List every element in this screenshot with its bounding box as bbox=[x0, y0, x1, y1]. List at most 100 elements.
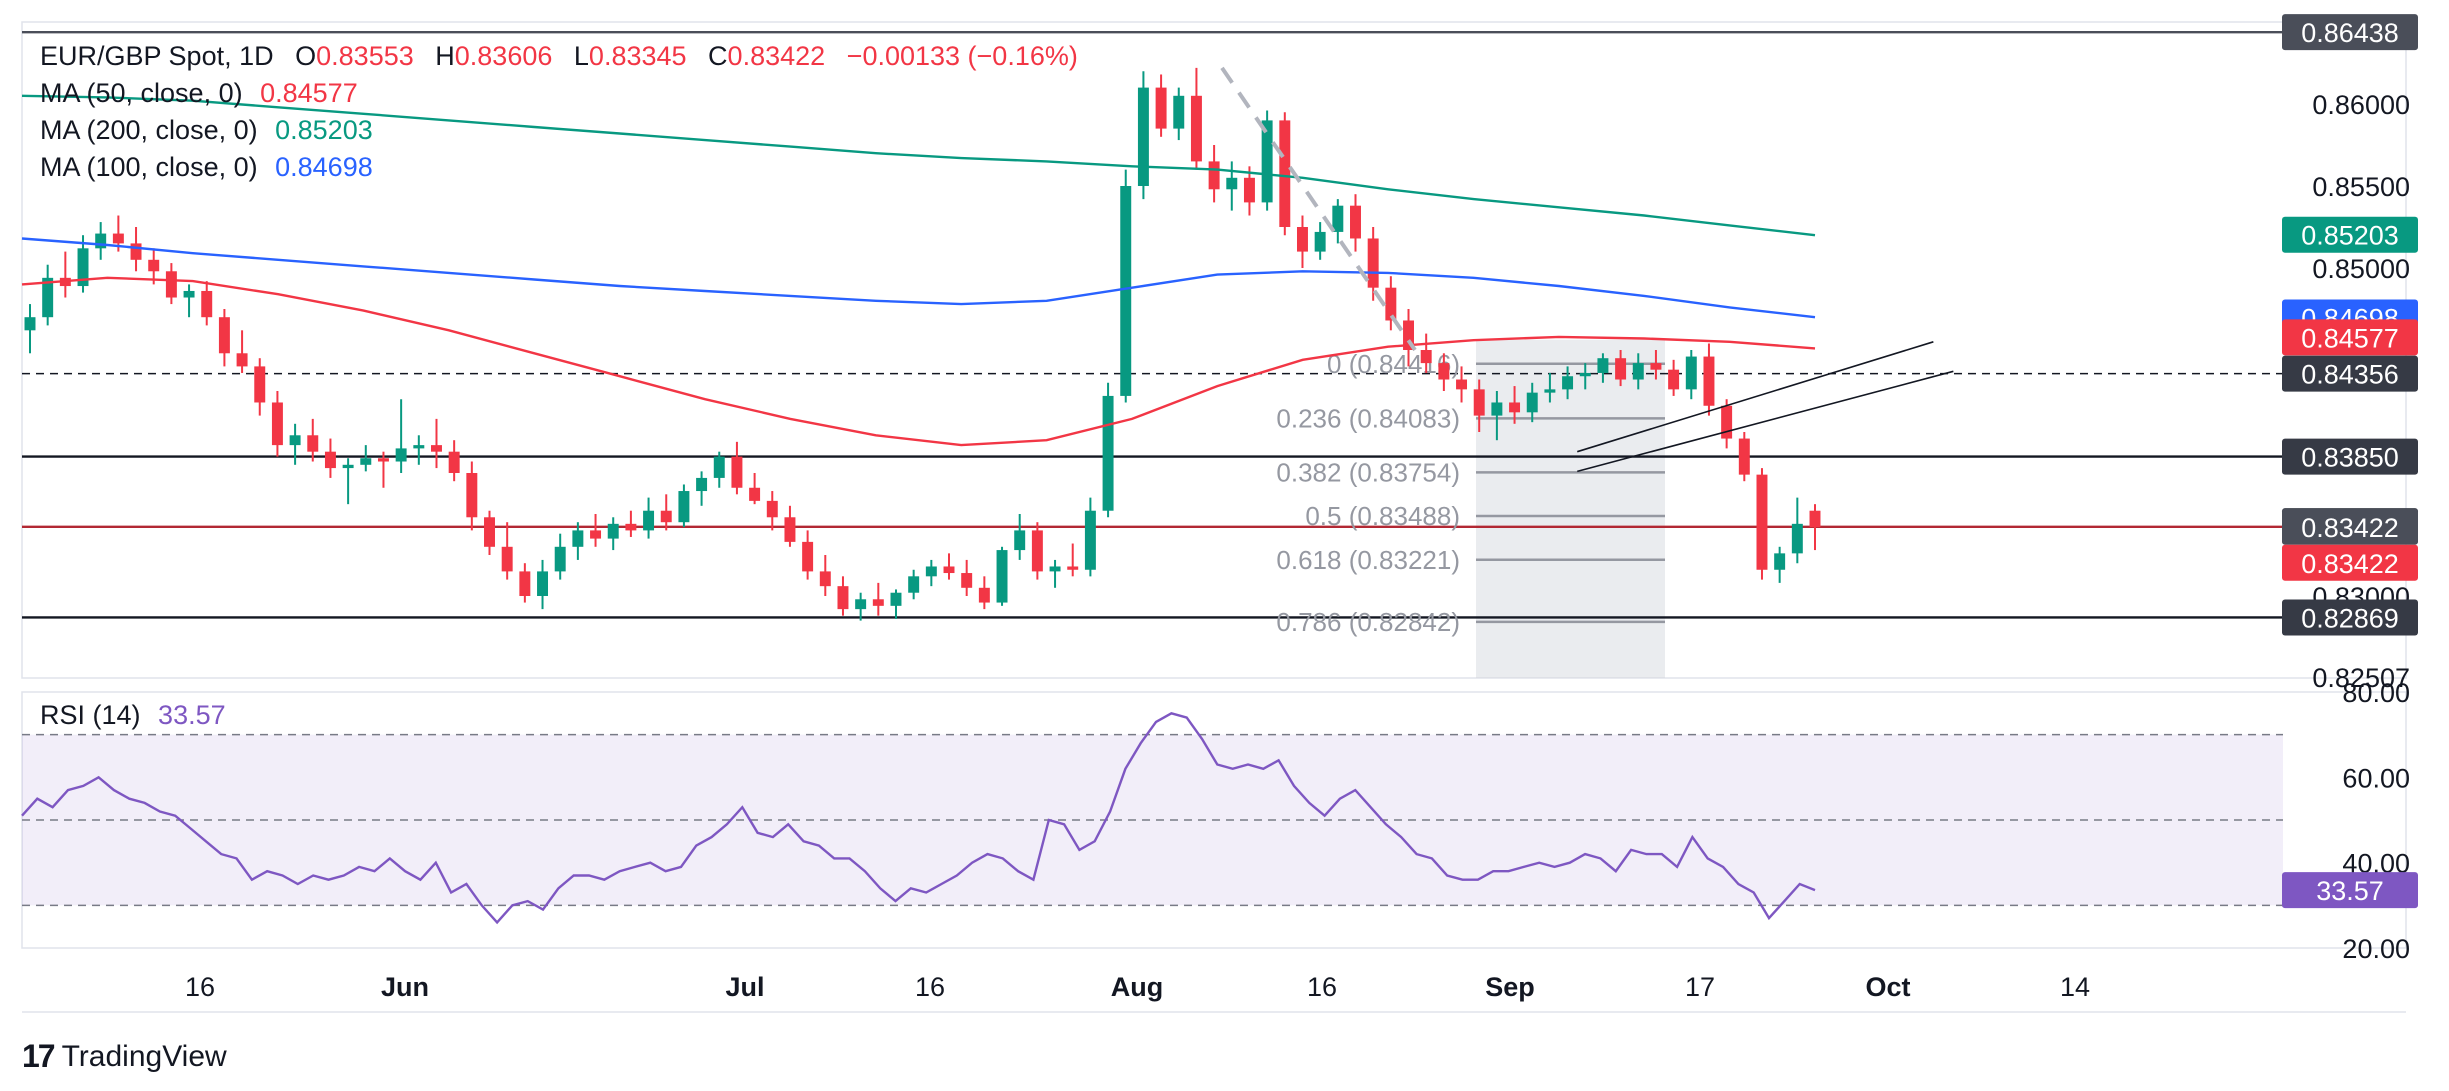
candle bbox=[130, 227, 142, 272]
candle bbox=[1632, 353, 1644, 390]
candle-body bbox=[1668, 369, 1680, 390]
price-badge-label: 0.86438 bbox=[2301, 18, 2399, 48]
ma100-label: MA (100, close, 0) bbox=[40, 152, 258, 182]
candle bbox=[1014, 514, 1026, 560]
candle bbox=[448, 440, 460, 482]
rsi-badge-bg bbox=[2282, 872, 2418, 909]
candle-body bbox=[537, 571, 549, 596]
candle bbox=[1367, 227, 1379, 301]
price-tick-label: 0.86000 bbox=[2312, 90, 2410, 120]
candle bbox=[1155, 74, 1167, 137]
price-badge-bg bbox=[2282, 14, 2418, 51]
candle bbox=[1314, 222, 1326, 260]
candle bbox=[165, 263, 177, 305]
candle bbox=[872, 582, 884, 616]
price-badge-label: 0.85203 bbox=[2301, 221, 2399, 251]
candle-body bbox=[961, 573, 973, 588]
open-value: 0.83553 bbox=[316, 41, 414, 71]
rsi-legend[interactable]: RSI (14) 33.57 bbox=[40, 697, 226, 734]
candle-body bbox=[872, 599, 884, 606]
candle bbox=[1456, 366, 1468, 403]
candle bbox=[1579, 363, 1591, 390]
candle bbox=[607, 517, 619, 551]
candle bbox=[1703, 343, 1715, 416]
candle-body bbox=[307, 435, 319, 452]
candle bbox=[731, 441, 743, 495]
ohlc-legend: EUR/GBP Spot, 1D O0.83553 H0.83606 L0.83… bbox=[40, 38, 1078, 75]
candle bbox=[961, 559, 973, 596]
candle bbox=[1473, 379, 1485, 432]
candle bbox=[1526, 382, 1538, 423]
tradingview-brand[interactable]: 17 TradingView bbox=[22, 1038, 227, 1075]
candle-body bbox=[572, 530, 584, 547]
candle bbox=[466, 461, 478, 531]
candle-body bbox=[112, 233, 124, 244]
high-value: 0.83606 bbox=[454, 41, 553, 71]
candle-body bbox=[1632, 363, 1644, 380]
candle-body bbox=[24, 317, 36, 331]
candle-body bbox=[678, 491, 690, 523]
candle-body bbox=[766, 500, 778, 518]
price-badge-bg bbox=[2282, 216, 2418, 253]
candle bbox=[77, 235, 89, 293]
ma100-legend[interactable]: MA (100, close, 0) 0.84698 bbox=[40, 149, 373, 186]
candle bbox=[42, 264, 54, 326]
price-badge-label: 0.83422 bbox=[2301, 513, 2399, 543]
time-tick-label: Oct bbox=[1865, 972, 1910, 1002]
candle bbox=[431, 418, 442, 469]
candle bbox=[1226, 161, 1238, 211]
candle-body bbox=[1456, 379, 1468, 390]
candle bbox=[784, 505, 796, 547]
candle-body bbox=[1332, 205, 1344, 232]
candle bbox=[925, 559, 937, 587]
candle-body bbox=[1420, 350, 1432, 364]
candle bbox=[1403, 309, 1414, 367]
candle bbox=[855, 592, 867, 621]
candle-body bbox=[625, 523, 637, 531]
ma50-legend[interactable]: MA (50, close, 0) 0.84577 bbox=[40, 75, 358, 112]
fib-label-3: 0.5 (0.83488) bbox=[1305, 501, 1460, 531]
candle-body bbox=[519, 571, 531, 596]
candle-body bbox=[324, 451, 336, 469]
candle bbox=[24, 304, 36, 354]
candle-body bbox=[413, 445, 425, 449]
candle bbox=[1791, 497, 1803, 564]
candle bbox=[713, 451, 725, 488]
candle-body bbox=[1597, 358, 1609, 373]
candle bbox=[148, 248, 160, 285]
rsi-tick-label: 80.00 bbox=[2342, 678, 2410, 708]
time-tick-label: 16 bbox=[1307, 972, 1337, 1002]
candle bbox=[1049, 559, 1061, 588]
ma50-value: 0.84577 bbox=[260, 78, 358, 108]
candle-body bbox=[1173, 95, 1185, 129]
candle bbox=[1438, 353, 1450, 391]
candle bbox=[1084, 497, 1096, 577]
candle bbox=[484, 510, 495, 555]
ma200-legend[interactable]: MA (200, close, 0) 0.85203 bbox=[40, 112, 373, 149]
candle bbox=[1721, 399, 1733, 449]
rsi-badge-label: 33.57 bbox=[2316, 876, 2384, 906]
candle bbox=[324, 438, 336, 478]
candle bbox=[660, 494, 672, 531]
candle bbox=[1738, 432, 1750, 482]
candle-body bbox=[1738, 438, 1750, 475]
low-value: 0.83345 bbox=[588, 41, 687, 71]
symbol-label[interactable]: EUR/GBP Spot, 1D bbox=[40, 41, 274, 71]
rsi-value: 33.57 bbox=[158, 700, 226, 730]
candle bbox=[289, 423, 301, 465]
open-label: O bbox=[295, 41, 317, 71]
ma100-line bbox=[21, 237, 1816, 319]
candle bbox=[271, 391, 283, 457]
candle bbox=[1296, 215, 1308, 268]
candle-body bbox=[448, 451, 460, 473]
candle bbox=[1650, 350, 1662, 380]
fibonacci-zone bbox=[1476, 339, 1665, 678]
candle-body bbox=[148, 259, 160, 272]
time-tick-label: 16 bbox=[185, 972, 215, 1002]
high-label: H bbox=[435, 41, 455, 71]
candle bbox=[837, 576, 849, 616]
candle-body bbox=[643, 510, 655, 531]
candle-body bbox=[554, 546, 566, 572]
candle bbox=[1261, 110, 1273, 211]
